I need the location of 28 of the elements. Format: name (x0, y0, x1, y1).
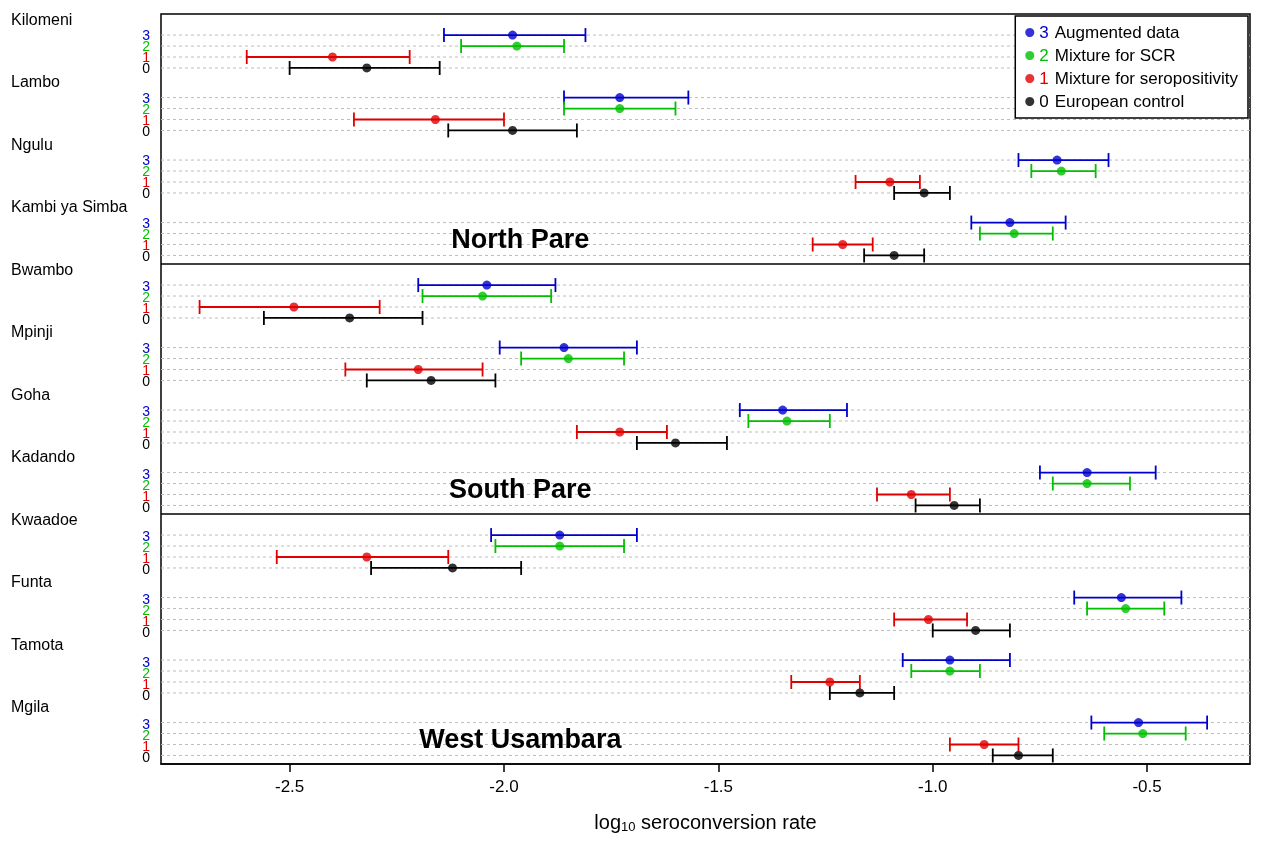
legend-label: Mixture for SCR (1054, 46, 1176, 65)
y-tick-label: Mpinji (11, 323, 53, 341)
y-tick-label: Mgila (11, 698, 50, 716)
x-tick-label: -2.5 (274, 777, 305, 796)
y-tick-label: Funta (11, 573, 53, 591)
annotation: South Pare (449, 474, 592, 505)
annotation: 1 (1039, 69, 1049, 88)
legend-label: European control (1054, 92, 1185, 111)
y-tick-label: Ngulu (11, 135, 53, 153)
x-tick-label: -2.0 (489, 777, 519, 796)
y-tick-label: Kadando (11, 448, 76, 466)
x-tick-label: -1.0 (918, 777, 948, 796)
y-tick-label: Kwaadoe (11, 510, 78, 528)
y-tick-label: Kilomeni (11, 10, 73, 28)
annotation: West Usambara (419, 724, 623, 755)
annotation: 2 (1039, 46, 1049, 65)
legend-label: Augmented data (1054, 23, 1181, 42)
y-tick-label: Tamota (11, 635, 64, 653)
annotation: North Pare (451, 224, 590, 255)
annotation: 3 (1039, 23, 1049, 42)
x-tick-label: -0.5 (1132, 777, 1162, 796)
y-tick-label: Goha (11, 385, 51, 403)
y-tick-label: Lambo (11, 73, 61, 91)
annotation: 0 (1039, 92, 1049, 111)
x-tick-label: -1.5 (703, 777, 734, 796)
legend-label: Mixture for seropositivity (1054, 69, 1239, 88)
y-tick-label: Kambi ya Simba (11, 198, 128, 216)
y-tick-label: Bwambo (11, 260, 74, 278)
